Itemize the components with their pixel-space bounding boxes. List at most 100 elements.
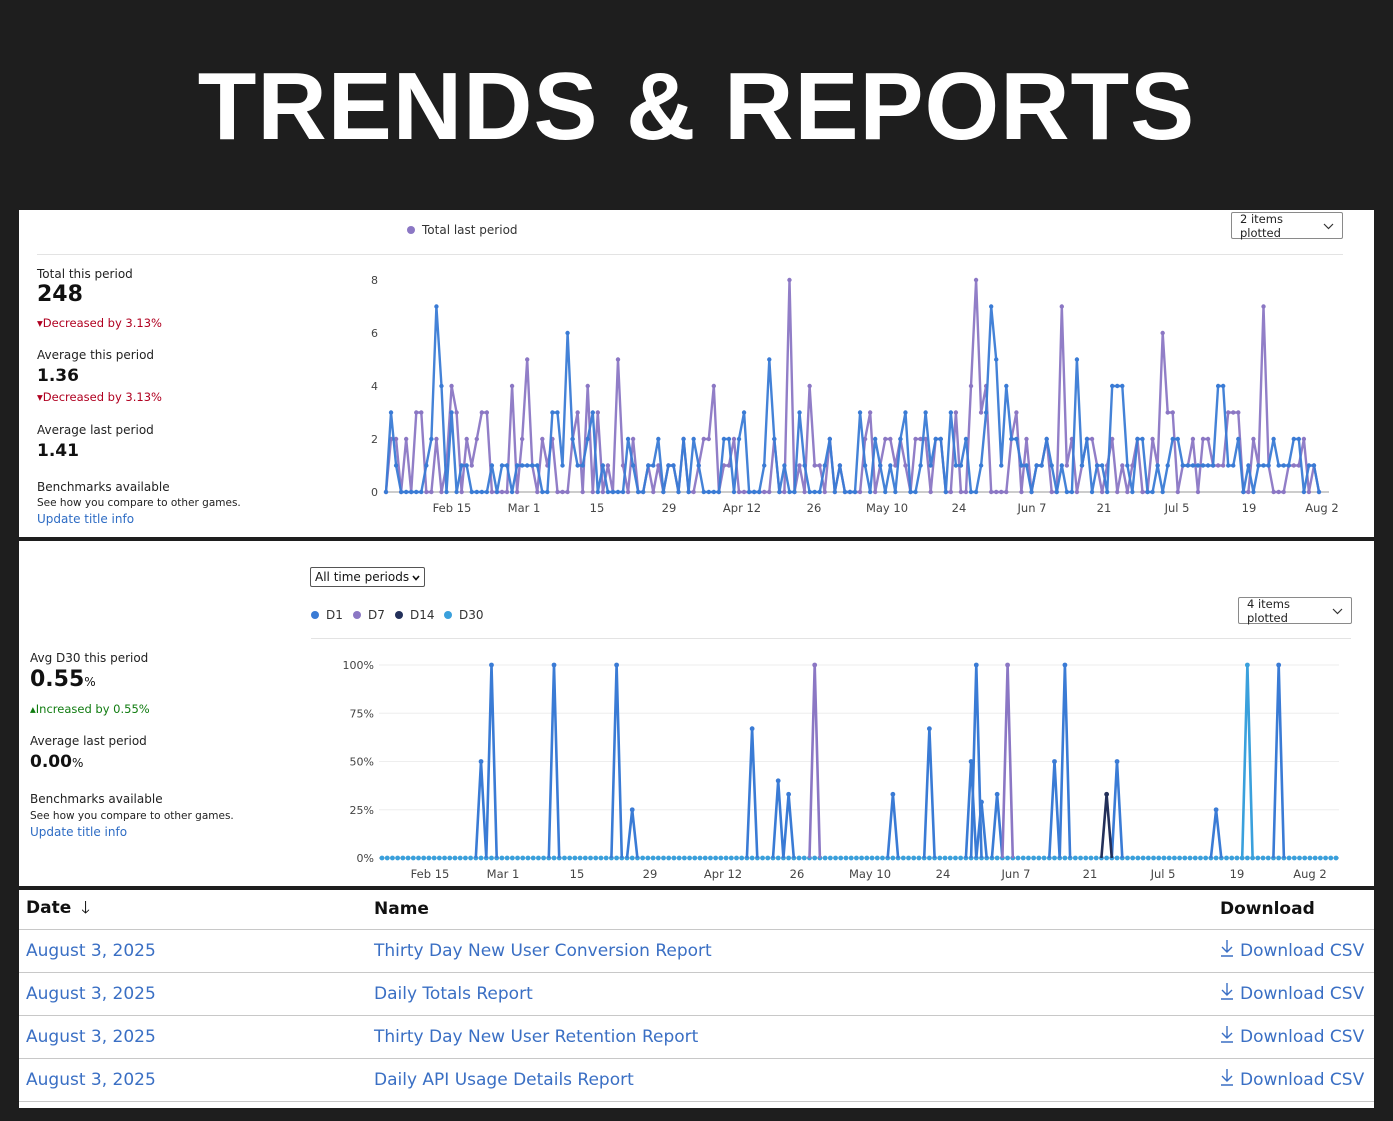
data-point — [812, 855, 818, 861]
data-point — [447, 855, 453, 861]
legend-d30[interactable]: D30 — [444, 608, 484, 622]
data-point — [1150, 489, 1155, 495]
data-point — [1072, 855, 1078, 861]
data-point — [1220, 383, 1226, 389]
data-point — [540, 489, 545, 495]
data-point — [1034, 463, 1039, 468]
data-point — [1120, 463, 1125, 468]
data-point — [585, 383, 590, 389]
data-point — [661, 855, 666, 861]
average-change: ▾Decreased by 3.13% — [37, 390, 162, 404]
items-plotted-dropdown[interactable]: 4 items plotted — [1238, 597, 1352, 625]
x-tick-label: 24 — [952, 501, 967, 515]
legend-d14[interactable]: D14 — [395, 608, 435, 622]
data-point — [625, 436, 631, 442]
data-point — [999, 489, 1004, 495]
data-point — [734, 855, 739, 861]
data-point — [739, 855, 745, 861]
y-tick-label: 0% — [357, 852, 374, 865]
data-point — [833, 855, 838, 861]
data-point — [1114, 759, 1120, 764]
data-point — [983, 410, 989, 415]
data-point — [1226, 463, 1231, 468]
data-point — [1316, 489, 1322, 495]
download-csv-link[interactable]: Download CSV — [1213, 972, 1374, 1016]
data-point — [838, 855, 844, 861]
spike-line — [1209, 808, 1223, 859]
report-name-link[interactable]: Daily API Usage Details Report — [367, 1058, 1213, 1102]
data-point — [953, 410, 959, 415]
data-point — [504, 855, 510, 861]
x-tick-label: Mar 1 — [487, 867, 520, 881]
data-point — [454, 410, 459, 415]
download-csv-link[interactable]: Download CSV — [1213, 1015, 1374, 1059]
legend-label: D30 — [459, 608, 484, 622]
data-point — [398, 489, 404, 495]
data-point — [1205, 463, 1211, 468]
data-point — [802, 489, 807, 495]
download-csv-link[interactable]: Download CSV — [1213, 1058, 1374, 1102]
data-point — [817, 489, 822, 495]
data-point — [629, 855, 635, 861]
data-point — [625, 489, 631, 495]
y-tick-label: 0 — [371, 486, 378, 499]
x-tick-label: 26 — [790, 867, 805, 881]
data-point — [786, 855, 792, 861]
data-point — [499, 855, 505, 861]
data-point — [711, 489, 717, 495]
benchmarks-title: Benchmarks available — [30, 792, 163, 806]
download-csv-link[interactable]: Download CSV — [1213, 929, 1374, 973]
data-point — [1094, 463, 1100, 468]
report-date[interactable]: August 3, 2025 — [19, 1058, 367, 1102]
legend-total-last-period[interactable]: Total last period — [407, 223, 518, 237]
report-date[interactable]: August 3, 2025 — [19, 972, 367, 1016]
data-point — [1213, 855, 1219, 861]
report-name-link[interactable]: Thirty Day New User Retention Report — [367, 1015, 1213, 1059]
data-point — [1276, 662, 1282, 668]
date-column-header[interactable]: Date 🡓 — [19, 890, 367, 930]
data-point — [393, 436, 399, 442]
reports-panel: Date 🡓 Name Download August 3, 2025 Thirt… — [19, 890, 1374, 1108]
legend-dot — [407, 226, 415, 234]
data-point — [514, 463, 520, 468]
data-point — [797, 410, 802, 415]
data-point — [525, 463, 530, 468]
benchmarks-title: Benchmarks available — [37, 480, 170, 494]
data-point — [1165, 463, 1170, 468]
data-point — [504, 489, 510, 495]
data-point — [1328, 855, 1334, 861]
data-point — [395, 855, 401, 861]
data-point — [857, 410, 863, 415]
data-point — [701, 436, 706, 442]
data-point — [1130, 489, 1135, 495]
report-date[interactable]: August 3, 2025 — [19, 929, 367, 973]
update-title-info-link[interactable]: Update title info — [37, 512, 135, 526]
data-point — [953, 463, 959, 468]
report-name-link[interactable]: Thirty Day New User Conversion Report — [367, 929, 1213, 973]
time-period-select[interactable]: All time periods — [310, 567, 426, 587]
data-point — [872, 436, 878, 442]
data-point — [923, 410, 928, 415]
data-point — [1074, 489, 1080, 495]
data-point — [499, 463, 505, 468]
data-point — [419, 410, 424, 415]
data-point — [414, 410, 419, 415]
data-point — [454, 489, 459, 495]
update-title-info-link[interactable]: Update title info — [30, 825, 128, 839]
data-point — [434, 304, 439, 309]
items-plotted-dropdown[interactable]: 2 items plotted — [1231, 212, 1343, 240]
data-point — [457, 855, 463, 861]
report-name-link[interactable]: Daily Totals Report — [367, 972, 1213, 1016]
data-point — [540, 436, 545, 442]
report-date[interactable]: August 3, 2025 — [19, 1015, 367, 1059]
data-point — [757, 489, 762, 495]
average-last-period-label: Average last period — [37, 423, 154, 437]
data-point — [519, 436, 525, 442]
legend-d1[interactable]: D1 — [311, 608, 343, 622]
data-point — [973, 277, 979, 283]
legend-d7[interactable]: D7 — [353, 608, 385, 622]
data-point — [1031, 855, 1037, 861]
name-column-header[interactable]: Name — [367, 890, 1213, 930]
data-point — [593, 855, 599, 861]
